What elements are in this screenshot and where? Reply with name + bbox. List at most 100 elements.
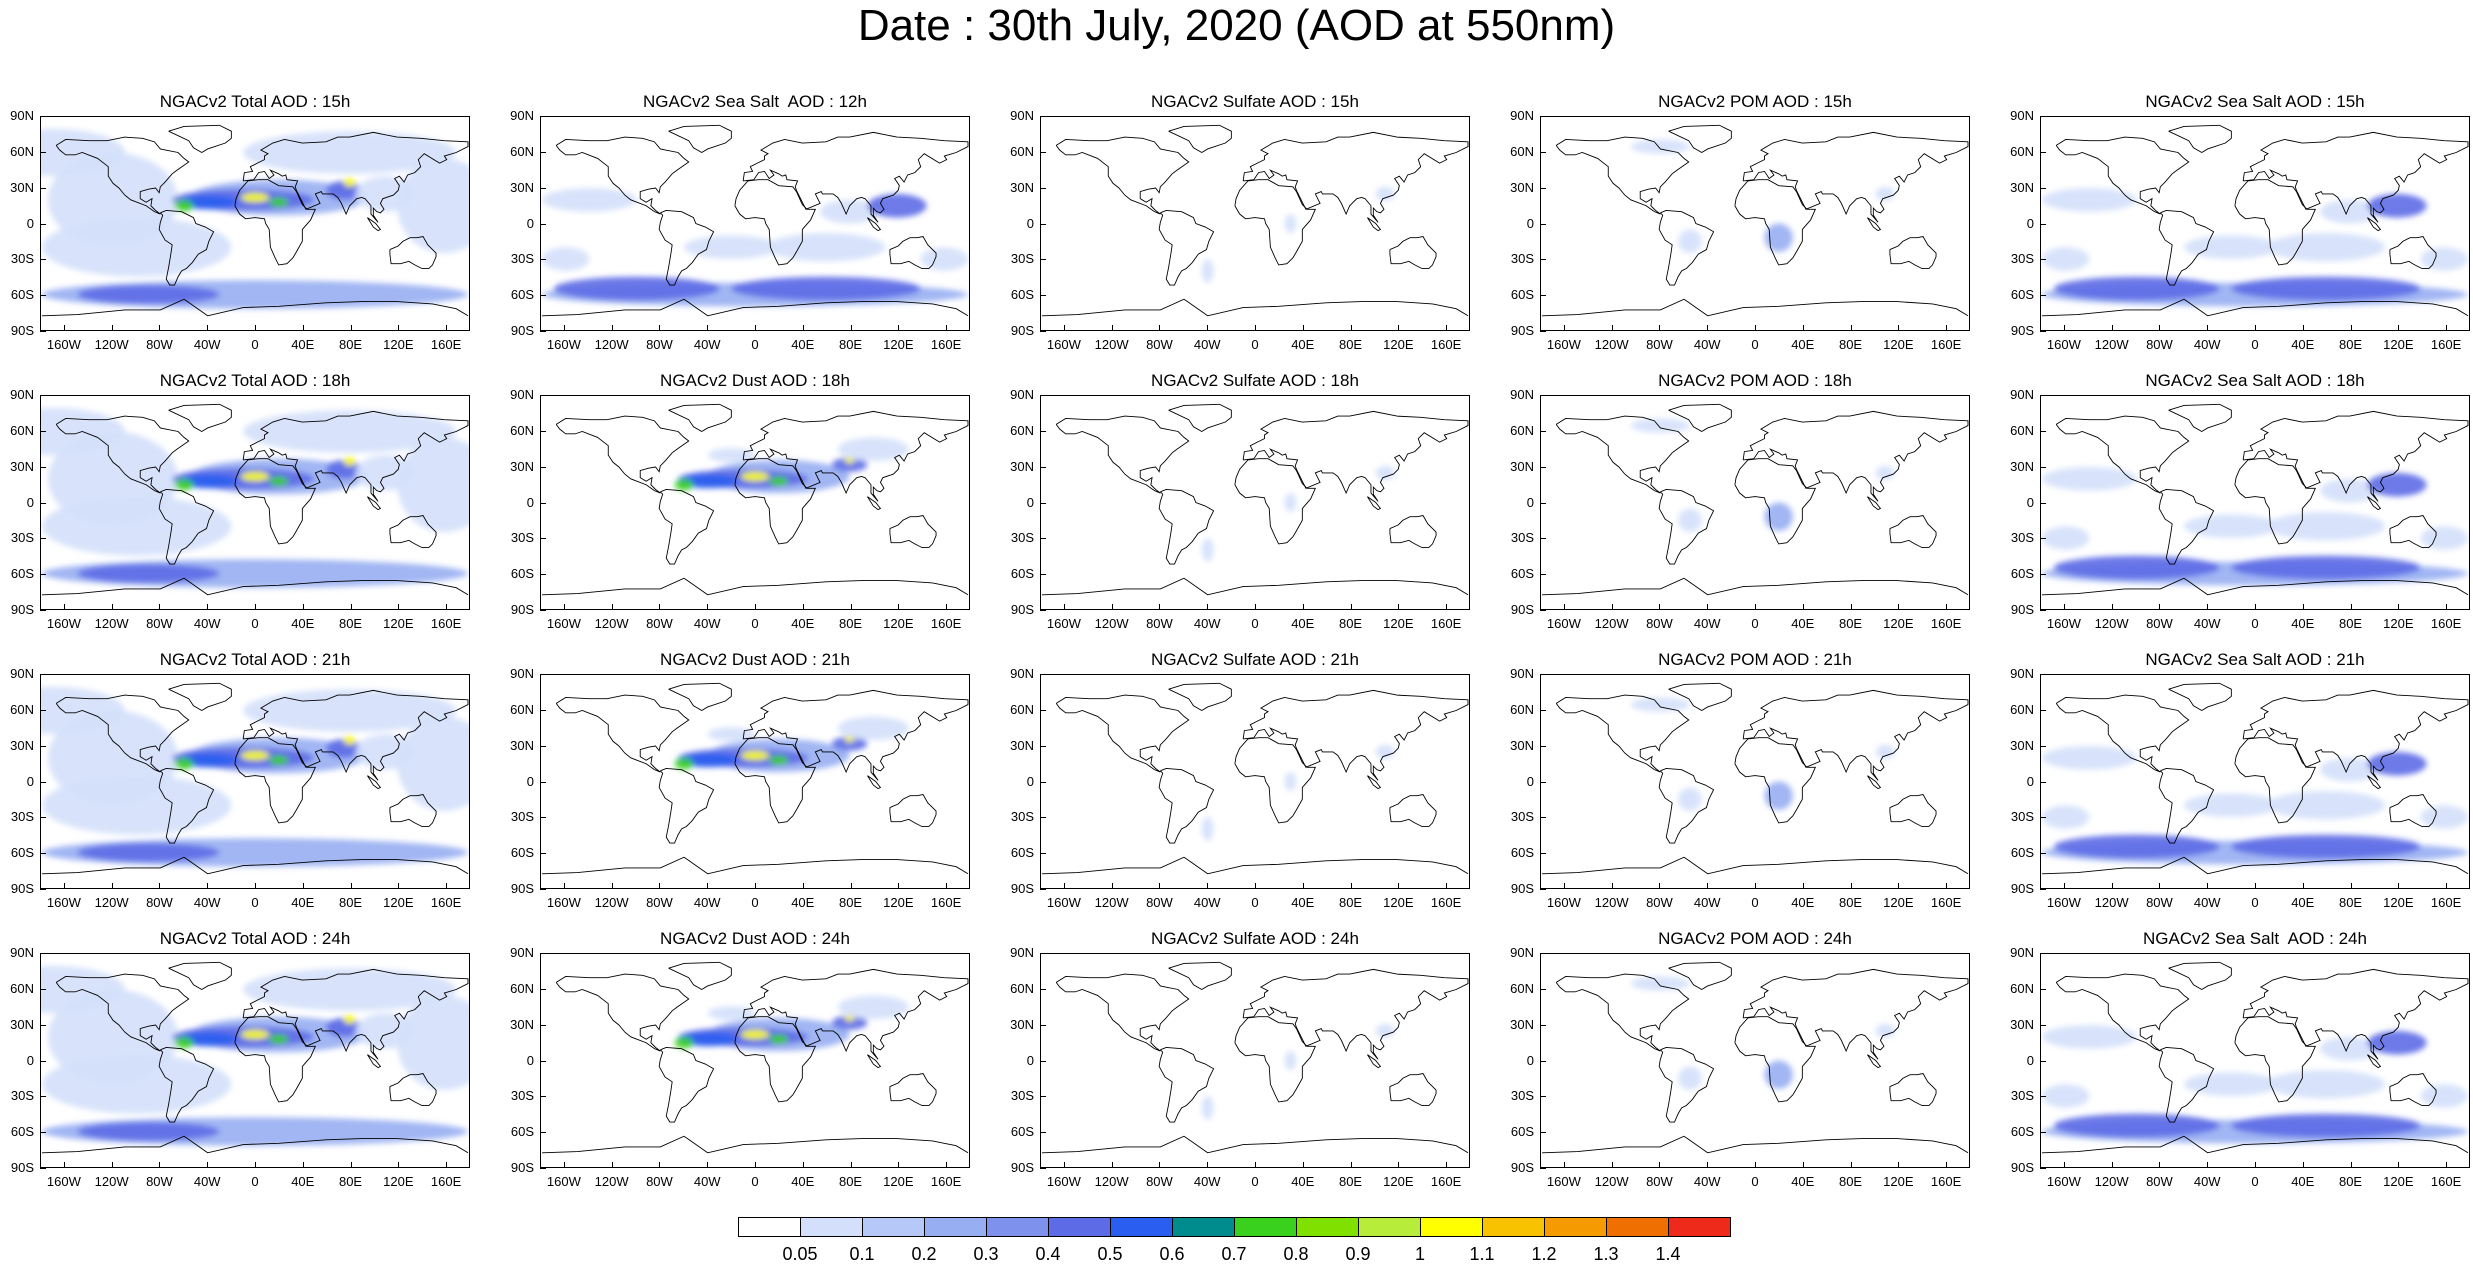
colorbar-label: 0.9 (1345, 1244, 1371, 1264)
lat-label: 30S (1010, 809, 1034, 825)
coastline (389, 515, 437, 548)
panel-title: NGACv2 Sea Salt AOD : 24h (2143, 929, 2367, 948)
coastline (168, 124, 232, 154)
lon-label: 120E (1883, 1174, 1914, 1189)
lat-label: 90S (1010, 1160, 1034, 1175)
lat-label: 90N (2010, 666, 2034, 681)
lat-tick (40, 1132, 46, 1134)
coastline (1742, 968, 1969, 1060)
aod-blob (1284, 772, 1297, 791)
lon-label: 120W (594, 337, 629, 352)
lat-tick (540, 259, 546, 261)
lon-tick (2302, 325, 2304, 331)
lat-label: 30N (10, 458, 34, 474)
map-area (540, 395, 970, 610)
aod-blob (2266, 232, 2386, 262)
lat-label: 60S (510, 1124, 534, 1140)
aod-field (41, 407, 469, 588)
lat-tick (1540, 1060, 1546, 1062)
aod-map (1541, 961, 1969, 1154)
colorbar-label: 1.2 (1531, 1244, 1557, 1264)
aod-blob (2042, 467, 2137, 491)
aod-blob (269, 1034, 289, 1044)
lat-tick (2040, 1060, 2046, 1062)
lon-tick (1302, 325, 1304, 331)
aod-blob (837, 995, 909, 1020)
lat-tick (1040, 259, 1046, 261)
lon-label: 120W (1094, 616, 1129, 631)
map-panel: NGACv2 Total AOD : 24h 90N 60N 30N 0 30S 60S 90… (0, 929, 490, 1209)
lon-tick (1255, 325, 1256, 331)
aod-blob (2420, 526, 2468, 550)
aod-blob (2042, 1025, 2137, 1049)
lon-label: 120E (2383, 895, 2414, 910)
lon-label: 80W (1646, 616, 1673, 631)
panel-title: NGACv2 POM AOD : 15h (1658, 92, 1852, 111)
coastline (2389, 1073, 2437, 1106)
coastline (2168, 124, 2232, 154)
colorbar-swatch (862, 1217, 925, 1237)
lat-tick (1540, 1096, 1546, 1098)
aod-blob (684, 235, 779, 259)
lat-tick (2040, 116, 2046, 117)
lat-label: 90N (510, 945, 534, 960)
coastline (55, 136, 190, 215)
lat-tick (40, 1024, 46, 1026)
coastline (2168, 961, 2232, 991)
aod-blob (77, 285, 220, 304)
aod-blob (2420, 1084, 2468, 1108)
map-area (1540, 116, 1970, 331)
panel-title: NGACv2 Total AOD : 21h (159, 650, 351, 669)
panel-title: NGACv2 Sea Salt AOD : 21h (2145, 650, 2365, 669)
lat-label: 60N (1510, 143, 1534, 159)
lon-label: 0 (2251, 895, 2259, 910)
lat-label: 60N (1510, 701, 1534, 717)
lat-label: 30S (2010, 251, 2034, 267)
lon-tick (1159, 325, 1161, 331)
lat-tick (2040, 610, 2046, 611)
lat-label: 90N (510, 108, 534, 123)
coastline (867, 496, 882, 511)
coastlines (541, 682, 969, 875)
lon-label: 80W (1646, 895, 1673, 910)
lon-label: 120W (594, 1174, 629, 1189)
coastline (2158, 210, 2215, 286)
lat-tick (40, 151, 46, 153)
aod-blob (2042, 247, 2090, 271)
lon-tick (1350, 604, 1352, 610)
coastline (742, 410, 969, 502)
lon-label: 80E (338, 1174, 363, 1189)
lat-tick (540, 953, 546, 954)
coastlines (541, 403, 969, 596)
lon-label: 160E (930, 895, 962, 910)
lat-tick (40, 953, 46, 954)
lat-tick (1540, 187, 1546, 189)
lat-tick (1540, 538, 1546, 540)
lat-tick (540, 223, 546, 225)
lon-label: 120W (1094, 337, 1129, 352)
lat-label: 30S (510, 251, 534, 267)
lat-tick (540, 610, 546, 611)
lat-tick (2040, 1168, 2046, 1169)
lat-tick (1040, 817, 1046, 819)
coastline (1055, 973, 1190, 1052)
lat-tick (40, 853, 46, 855)
coastline (1734, 179, 1817, 266)
lat-tick (1540, 151, 1546, 153)
lat-tick (1040, 574, 1046, 576)
panel-title: NGACv2 Sea Salt AOD : 15h (2145, 92, 2365, 111)
coastline (889, 515, 937, 548)
aod-blob (1201, 1096, 1214, 1120)
lon-tick (898, 325, 900, 331)
lon-label: 160E (930, 616, 962, 631)
colorbar (738, 1217, 1731, 1237)
coastline (734, 1016, 817, 1103)
lon-tick (207, 604, 209, 610)
coastline (867, 217, 882, 232)
map-panel: NGACv2 Sulfate AOD : 24h 90N 60N 30N 0 30S 60S… (1000, 929, 1490, 1209)
colorbar-label: 1.1 (1469, 1244, 1495, 1264)
colorbar-label: 0.4 (1035, 1244, 1061, 1264)
coastline (555, 973, 690, 1052)
colorbar-swatch (1544, 1217, 1607, 1237)
lat-tick (1540, 853, 1546, 855)
